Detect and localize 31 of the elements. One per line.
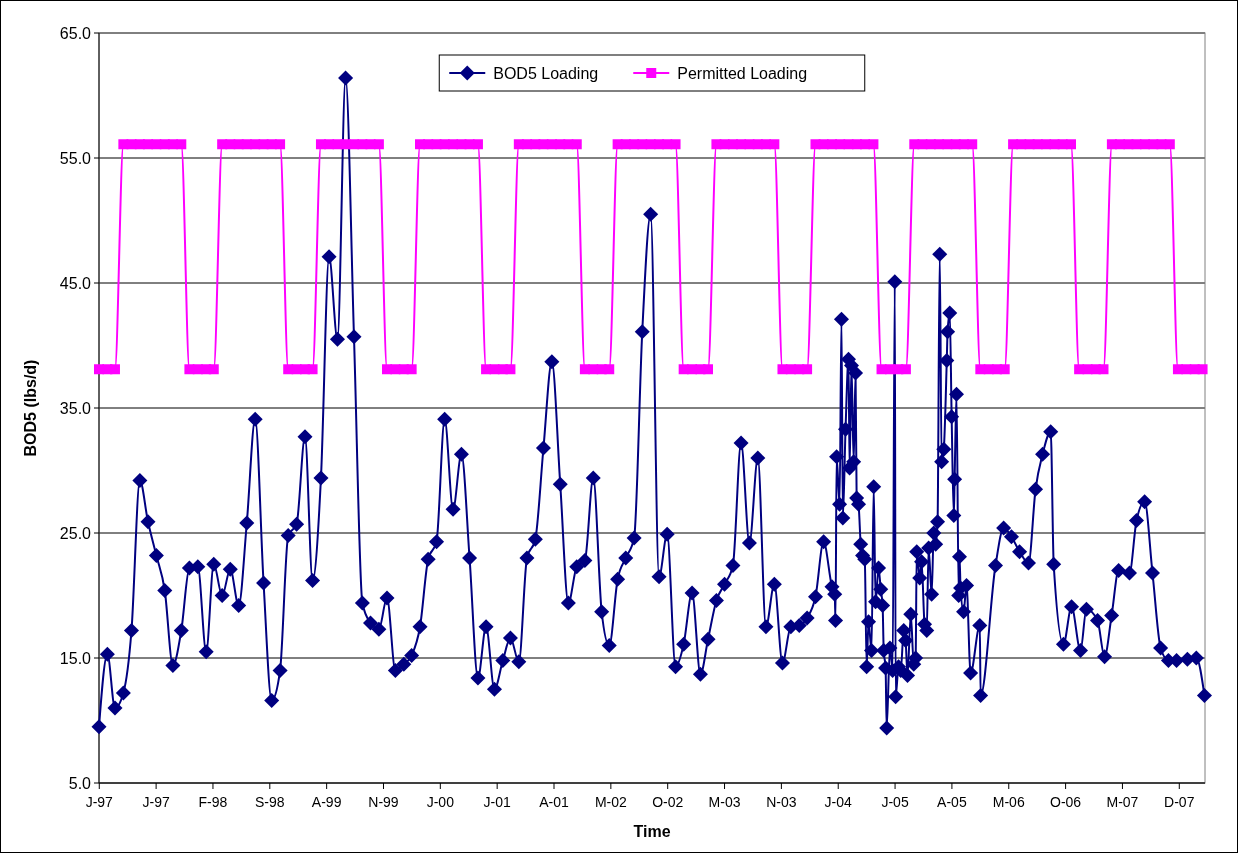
y-tick-label: 5.0 (68, 774, 92, 792)
y-tick-label: 15.0 (59, 649, 92, 667)
x-tick-label: J-00 (426, 794, 455, 810)
x-axis-title: Time (633, 823, 671, 840)
y-tick-label: 25.0 (59, 524, 92, 542)
x-tick-label: M-06 (992, 794, 1025, 810)
legend-label: Permitted Loading (677, 64, 808, 82)
x-tick-label: S-98 (255, 794, 285, 810)
y-tick-label: 45.0 (59, 274, 92, 292)
x-tick-label: M-07 (1106, 794, 1139, 810)
y-tick-label: 65.0 (59, 24, 92, 42)
y-tick-label: 55.0 (59, 149, 92, 167)
x-tick-label: O-02 (652, 794, 684, 810)
x-tick-label: F-98 (198, 794, 228, 810)
x-tick-label: J-97 (85, 794, 114, 810)
x-tick-label: M-03 (708, 794, 741, 810)
x-tick-label: O-06 (1050, 794, 1082, 810)
y-axis-title: BOD5 (lbs/d) (22, 359, 39, 457)
x-tick-label: M-02 (594, 794, 628, 810)
x-tick-label: D-07 (1164, 794, 1195, 810)
x-tick-label: N-03 (766, 794, 797, 810)
x-tick-label: A-05 (937, 794, 967, 810)
x-tick-label: J-04 (824, 794, 853, 810)
legend-label: BOD5 Loading (493, 64, 599, 82)
x-tick-label: N-99 (368, 794, 399, 810)
x-tick-label: A-01 (539, 794, 570, 810)
x-tick-label: J-97 (142, 794, 170, 810)
y-tick-label: 35.0 (59, 399, 92, 417)
x-tick-label: A-99 (311, 794, 342, 810)
x-tick-label: J-01 (483, 794, 511, 810)
x-tick-label: J-05 (881, 794, 909, 810)
